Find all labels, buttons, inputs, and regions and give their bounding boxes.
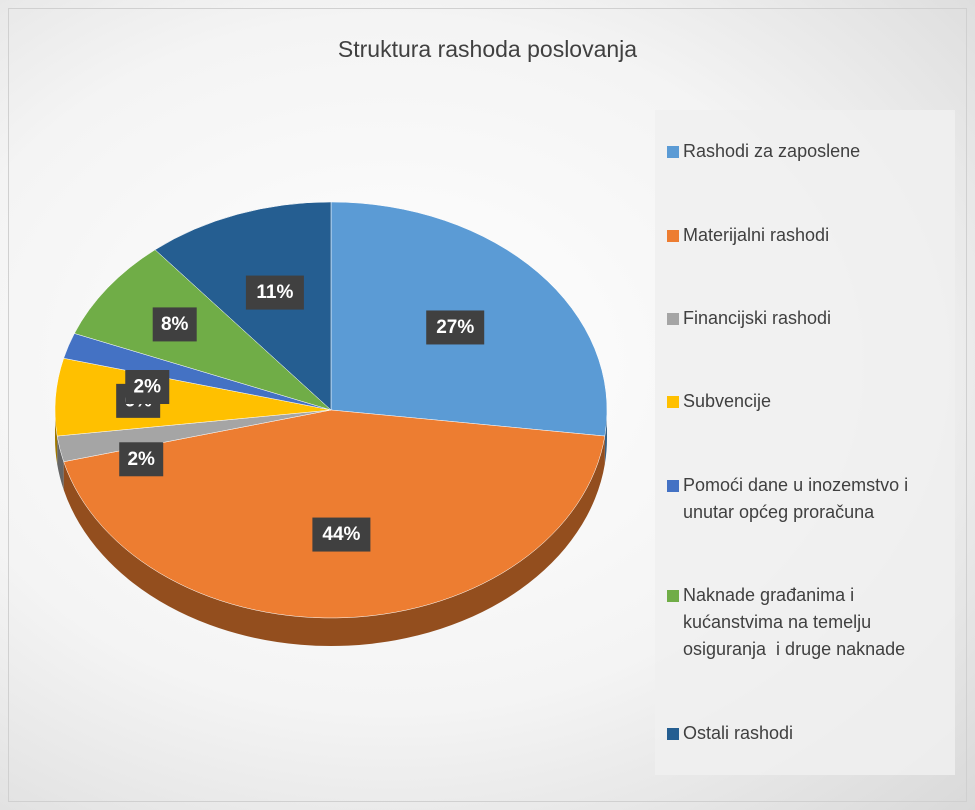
legend-swatch xyxy=(667,313,679,326)
legend-item: Naknade građanima i kućanstvima na temel… xyxy=(667,582,955,663)
legend-item: Ostali rashodi xyxy=(667,720,955,747)
data-label-bg xyxy=(312,517,371,552)
legend-swatch xyxy=(667,590,679,603)
data-label-bg xyxy=(125,370,170,405)
legend-label: Naknade građanima i kućanstvima na temel… xyxy=(683,585,906,660)
data-label: 11% xyxy=(256,282,293,303)
data-label-bg xyxy=(245,275,304,310)
legend-label: Subvencije xyxy=(683,391,772,412)
legend-item: Pomoći dane u inozemstvo i unutar općeg … xyxy=(667,472,955,526)
legend-swatch xyxy=(667,396,679,409)
pie-slice-side xyxy=(57,436,64,490)
data-label: 8% xyxy=(161,314,189,335)
legend-label: Pomoći dane u inozemstvo i unutar općeg … xyxy=(683,474,914,522)
pie-slice xyxy=(63,409,606,619)
legend-label: Materijalni rashodi xyxy=(683,224,830,245)
legend-swatch xyxy=(667,146,679,159)
data-label-bg xyxy=(152,307,197,342)
data-label-bg xyxy=(426,310,485,345)
chart-frame xyxy=(8,8,967,802)
pie-slice xyxy=(74,249,332,411)
legend-item: Financijski rashodi xyxy=(667,305,955,332)
legend-label: Financijski rashodi xyxy=(683,308,832,329)
chart-title: Struktura rashoda poslovanja xyxy=(337,36,638,62)
data-label: 27% xyxy=(436,317,474,338)
data-label: 44% xyxy=(322,524,360,545)
pie-slice xyxy=(154,201,332,411)
data-label: 2% xyxy=(127,449,155,470)
data-label: 2% xyxy=(134,377,162,398)
legend-item: Rashodi za zaposlene xyxy=(667,138,955,165)
legend-label: Rashodi za zaposlene xyxy=(683,141,861,162)
legend-swatch xyxy=(667,229,679,242)
data-label-bg xyxy=(119,442,164,477)
legend-swatch xyxy=(667,727,679,740)
pie-area: 27%44%2%6%2%8%11% xyxy=(54,201,608,647)
legend-swatch xyxy=(667,479,679,492)
legend: Rashodi za zaposlene Materijalni rashodi F… xyxy=(655,110,955,775)
legend-label: Ostali rashodi xyxy=(683,722,794,743)
legend-item: Subvencije xyxy=(667,388,955,415)
pie-slice-side xyxy=(63,436,605,647)
legend-item: Materijalni rashodi xyxy=(667,222,955,249)
